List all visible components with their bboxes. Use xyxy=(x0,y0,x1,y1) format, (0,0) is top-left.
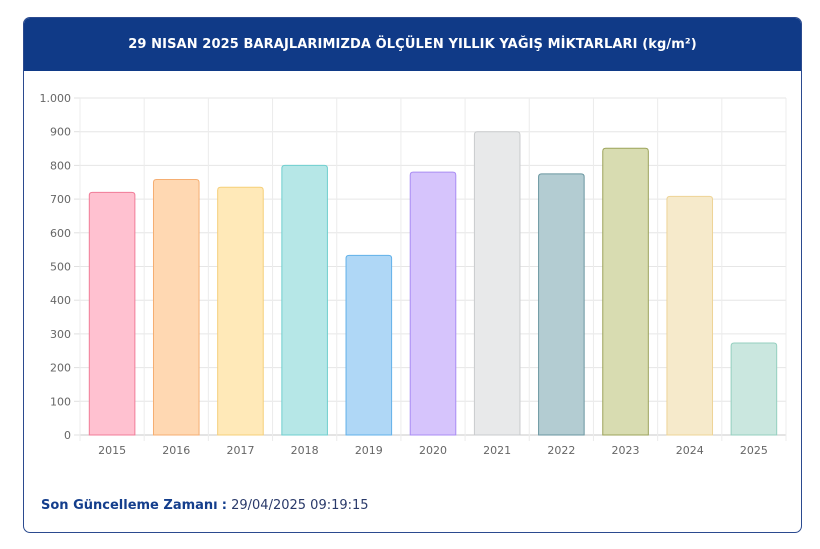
bar-2025 xyxy=(730,342,778,436)
bar-2018 xyxy=(281,164,328,436)
y-tick-label: 900 xyxy=(50,126,71,139)
y-tick-label: 300 xyxy=(50,328,71,341)
x-tick-label: 2017 xyxy=(226,444,254,457)
last-update-info: Son Güncelleme Zamanı : 29/04/2025 09:19… xyxy=(41,498,369,513)
bar-2019 xyxy=(345,254,393,436)
x-tick-label: 2018 xyxy=(291,444,319,457)
bar-2020 xyxy=(409,171,457,436)
y-tick-label: 700 xyxy=(50,193,71,206)
y-tick-label: 500 xyxy=(50,261,71,274)
bar-chart: 0 100 200 300 400 500 600 700 800 900 1.000 2015 201… xyxy=(40,92,787,457)
x-tick-label: 2016 xyxy=(162,444,190,457)
x-tick-label: 2015 xyxy=(98,444,126,457)
chart-title: 29 NISAN 2025 BARAJLARIMIZDA ÖLÇÜLEN YIL… xyxy=(128,37,697,52)
last-update-value: 29/04/2025 09:19:15 xyxy=(231,498,369,513)
bar-2015 xyxy=(88,191,136,436)
y-tick-label: 200 xyxy=(50,362,71,375)
y-tick-label: 1.000 xyxy=(40,92,72,105)
bar-2017 xyxy=(217,186,264,436)
x-tick-label: 2021 xyxy=(483,444,511,457)
bar-2023 xyxy=(602,147,649,436)
y-tick-label: 800 xyxy=(50,159,71,172)
y-tick-label: 600 xyxy=(50,227,71,240)
y-tick-label: 0 xyxy=(64,429,71,442)
bar-2016 xyxy=(152,179,200,436)
x-tick-label: 2025 xyxy=(740,444,768,457)
x-tick-label: 2019 xyxy=(355,444,383,457)
bar-2021 xyxy=(473,131,521,436)
last-update-label: Son Güncelleme Zamanı xyxy=(41,498,218,513)
y-tick-label: 400 xyxy=(50,294,71,307)
chart-card: 29 NISAN 2025 BARAJLARIMIZDA ÖLÇÜLEN YIL… xyxy=(23,17,802,533)
y-tick-label: 100 xyxy=(50,395,71,408)
bar-2022 xyxy=(538,173,585,436)
x-tick-label: 2020 xyxy=(419,444,447,457)
x-tick-label: 2023 xyxy=(612,444,640,457)
last-update-separator: : xyxy=(221,498,227,513)
x-tick-label: 2024 xyxy=(676,444,704,457)
bar-2024 xyxy=(666,195,714,436)
chart-title-bar: 29 NISAN 2025 BARAJLARIMIZDA ÖLÇÜLEN YIL… xyxy=(24,18,801,71)
x-tick-label: 2022 xyxy=(547,444,575,457)
